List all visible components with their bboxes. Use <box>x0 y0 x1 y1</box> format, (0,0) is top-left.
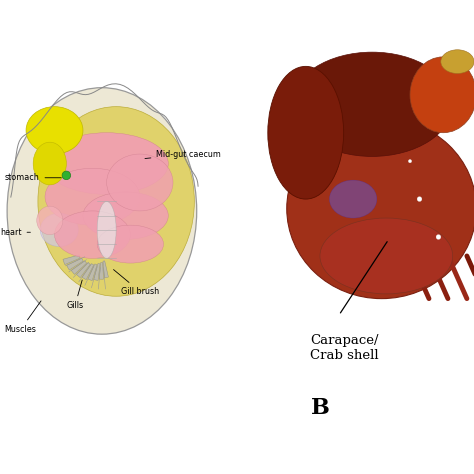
Ellipse shape <box>408 159 411 163</box>
Ellipse shape <box>83 192 168 239</box>
Ellipse shape <box>7 88 197 334</box>
Ellipse shape <box>62 171 71 180</box>
Ellipse shape <box>26 107 83 154</box>
Ellipse shape <box>97 201 116 258</box>
Wedge shape <box>76 263 90 278</box>
Text: stomach: stomach <box>5 173 61 182</box>
Ellipse shape <box>329 180 377 218</box>
Ellipse shape <box>97 225 164 263</box>
Ellipse shape <box>320 218 453 294</box>
Ellipse shape <box>45 133 168 194</box>
Text: B: B <box>310 398 329 419</box>
Ellipse shape <box>45 168 140 225</box>
Wedge shape <box>67 258 83 270</box>
Wedge shape <box>94 264 100 281</box>
Wedge shape <box>82 264 94 280</box>
Text: heart: heart <box>0 228 30 237</box>
Ellipse shape <box>287 118 474 299</box>
Text: Gill brush: Gill brush <box>114 270 159 296</box>
Text: Muscles: Muscles <box>5 301 41 334</box>
Ellipse shape <box>36 206 63 235</box>
Ellipse shape <box>33 142 66 185</box>
Ellipse shape <box>417 197 422 201</box>
Ellipse shape <box>292 52 453 156</box>
Ellipse shape <box>107 154 173 211</box>
Wedge shape <box>103 261 109 278</box>
Ellipse shape <box>436 235 441 239</box>
Wedge shape <box>63 255 80 264</box>
Ellipse shape <box>268 66 344 199</box>
Wedge shape <box>99 263 103 279</box>
Text: Carapace/
Crab shell: Carapace/ Crab shell <box>310 334 379 362</box>
Ellipse shape <box>38 107 194 296</box>
Wedge shape <box>88 264 97 281</box>
Wedge shape <box>71 261 87 274</box>
Ellipse shape <box>40 213 78 246</box>
Ellipse shape <box>55 211 130 258</box>
Ellipse shape <box>410 57 474 133</box>
Text: Mid-gut caecum: Mid-gut caecum <box>145 150 221 158</box>
Ellipse shape <box>441 50 474 73</box>
Text: Gills: Gills <box>66 280 83 310</box>
